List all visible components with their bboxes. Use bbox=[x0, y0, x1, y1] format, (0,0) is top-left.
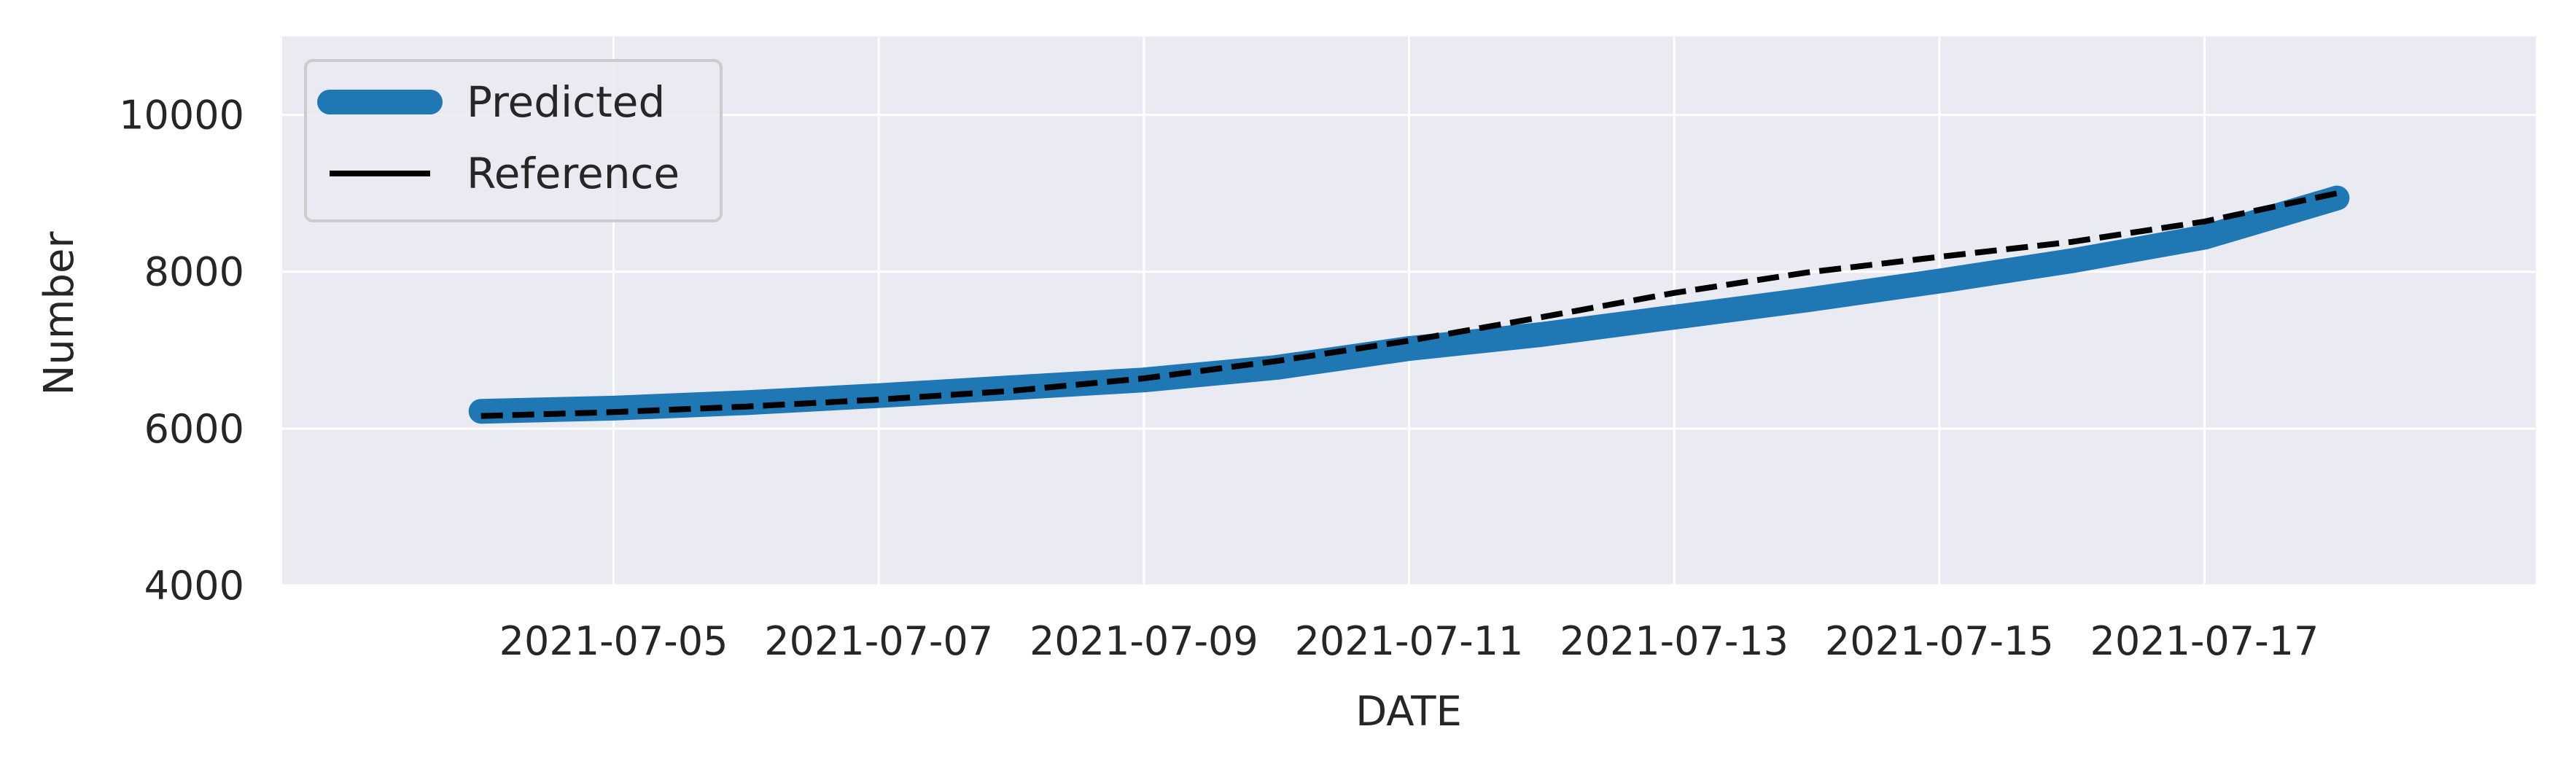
x-axis-label: DATE bbox=[1355, 688, 1462, 736]
y-tick-label: 10000 bbox=[119, 93, 244, 139]
y-tick-labels: 4000 6000 8000 10000 bbox=[119, 93, 244, 609]
x-tick-label: 2021-07-17 bbox=[2090, 618, 2319, 664]
x-tick-label: 2021-07-07 bbox=[764, 618, 993, 664]
y-axis-label: Number bbox=[36, 231, 83, 396]
legend: Predicted Reference bbox=[304, 59, 723, 222]
series-group bbox=[468, 185, 2350, 424]
x-tick-label: 2021-07-13 bbox=[1560, 618, 1789, 664]
x-tick-label: 2021-07-09 bbox=[1030, 618, 1258, 664]
legend-label-predicted: Predicted bbox=[467, 77, 665, 127]
series-line-predicted bbox=[468, 185, 2350, 424]
x-tick-label: 2021-07-05 bbox=[499, 618, 728, 664]
series-line-reference bbox=[480, 190, 2338, 419]
legend-label-reference: Reference bbox=[467, 149, 680, 198]
x-tick-labels: 2021-07-05 2021-07-07 2021-07-09 2021-07-11… bbox=[499, 618, 2319, 664]
y-tick-label: 4000 bbox=[144, 563, 244, 609]
y-tick-label: 8000 bbox=[144, 249, 244, 295]
x-tick-label: 2021-07-11 bbox=[1295, 618, 1524, 664]
x-tick-label: 2021-07-15 bbox=[1825, 618, 2054, 664]
y-tick-label: 6000 bbox=[144, 406, 244, 452]
